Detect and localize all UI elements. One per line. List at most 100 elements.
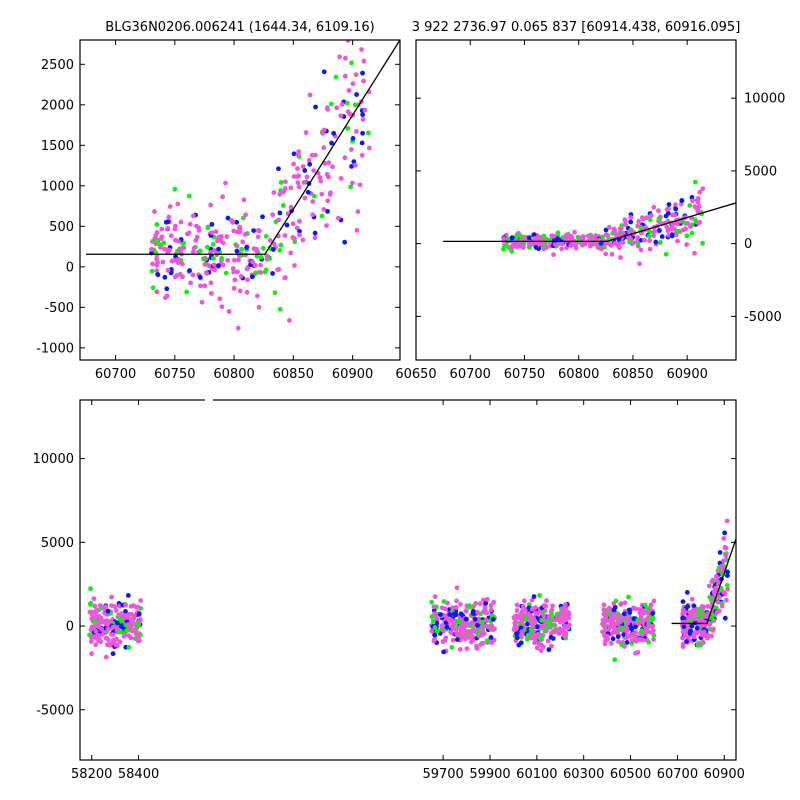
data-point (270, 247, 276, 252)
data-point (438, 612, 443, 617)
data-point (619, 625, 625, 631)
data-point (457, 647, 463, 652)
data-point (359, 152, 365, 158)
data-point (624, 640, 630, 645)
data-point (210, 241, 216, 247)
data-point (202, 283, 208, 289)
data-point (622, 611, 627, 617)
top-left-title: BLG36N0206.006241 (1644.34, 6109.16) (105, 20, 374, 35)
data-point (450, 637, 456, 643)
data-point (490, 627, 496, 633)
data-point (245, 277, 250, 283)
data-point (149, 246, 154, 252)
data-point (449, 644, 455, 650)
data-point (646, 639, 652, 645)
data-point (204, 270, 210, 276)
data-point (351, 159, 357, 165)
data-point (321, 69, 327, 75)
data-point (464, 620, 469, 626)
data-point (225, 215, 231, 221)
data-point (675, 238, 680, 244)
data-point (650, 611, 656, 616)
data-point (479, 632, 484, 638)
data-point (601, 621, 607, 627)
data-point (319, 213, 325, 219)
data-point (337, 7, 342, 12)
data-point (313, 104, 318, 110)
data-point (595, 245, 601, 250)
data-point (451, 611, 457, 617)
data-point (263, 233, 269, 239)
data-point (544, 598, 549, 604)
data-point (362, 107, 368, 113)
data-point (105, 621, 111, 627)
data-point (355, 209, 361, 214)
data-point (267, 256, 273, 262)
data-point (288, 204, 294, 210)
data-point (93, 614, 99, 620)
x-tick-label: 60850 (612, 367, 653, 382)
data-point (656, 216, 662, 221)
data-point (136, 611, 142, 617)
data-point (335, 215, 341, 221)
data-point (432, 636, 437, 642)
y-tick-label: 500 (49, 220, 74, 235)
data-point (602, 641, 608, 647)
data-point (680, 629, 686, 635)
data-point (198, 283, 203, 289)
data-point (560, 606, 566, 611)
data-point (234, 243, 240, 249)
data-point (300, 164, 306, 169)
data-point (118, 629, 124, 635)
data-point (440, 639, 446, 645)
data-point (330, 164, 335, 170)
data-point (163, 219, 169, 225)
data-point (342, 155, 348, 161)
data-point (628, 215, 634, 220)
data-point (310, 199, 316, 204)
data-point (342, 239, 348, 245)
data-point (349, 163, 354, 169)
x-tick-label: 60300 (563, 767, 604, 782)
data-point (657, 227, 662, 233)
data-point (441, 599, 447, 604)
data-point (674, 228, 680, 234)
data-point (321, 145, 327, 151)
data-point (162, 274, 168, 280)
data-point (150, 261, 155, 267)
data-point (695, 208, 701, 214)
data-point (514, 635, 520, 641)
data-point (648, 617, 653, 623)
data-point (640, 216, 646, 222)
data-point (133, 631, 139, 637)
data-point (258, 255, 264, 260)
data-point (154, 222, 160, 227)
data-point (235, 269, 240, 275)
data-point (604, 633, 610, 639)
data-point (633, 650, 638, 656)
data-point (434, 629, 440, 634)
data-point (353, 72, 359, 78)
top-right-panel: 60650 60700 60750 60800 60850 60900 -5000 0 5000… (395, 39, 785, 382)
data-point (98, 617, 103, 623)
data-point (642, 237, 647, 243)
data-point (89, 651, 94, 657)
data-point (123, 628, 129, 634)
data-point (559, 614, 564, 620)
data-point (324, 105, 330, 111)
data-point (155, 259, 160, 265)
data-point (211, 262, 217, 268)
data-point (463, 608, 469, 614)
data-point (184, 289, 190, 295)
data-point (477, 601, 483, 607)
data-point (208, 249, 214, 255)
data-point (707, 594, 713, 600)
data-point (429, 628, 435, 634)
data-point (470, 608, 476, 614)
data-point (474, 609, 480, 615)
data-point (528, 627, 534, 632)
data-point (277, 306, 283, 312)
data-point (606, 224, 612, 230)
data-point (620, 240, 626, 246)
data-point (126, 644, 132, 650)
